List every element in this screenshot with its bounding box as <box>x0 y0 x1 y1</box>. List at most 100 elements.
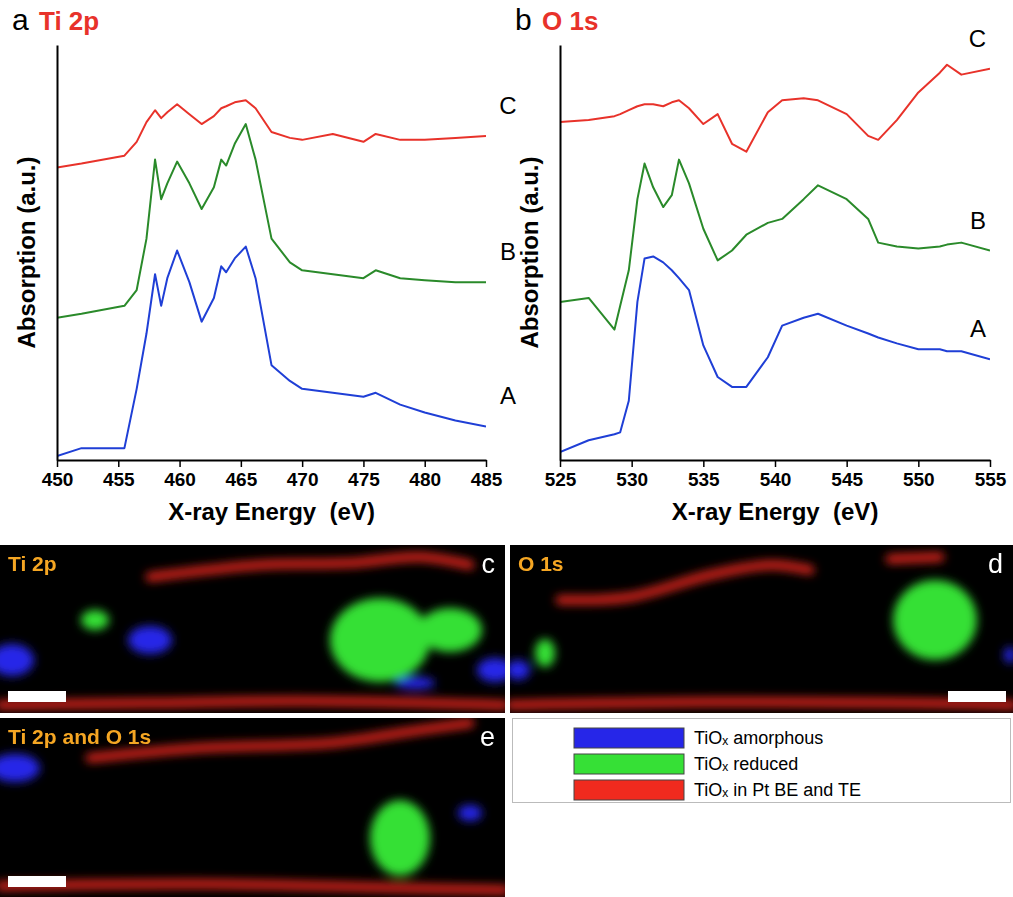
x-tick-mark <box>486 460 488 467</box>
map-legend: TiOₓ amorphousTiOₓ reducedTiOₓ in Pt BE … <box>513 719 1011 803</box>
x-tick-label: 465 <box>226 469 258 490</box>
x-tick: 455 <box>103 460 135 490</box>
map-region <box>477 658 505 682</box>
spectrum-line <box>57 100 486 167</box>
x-tick-mark <box>703 460 705 467</box>
curve-label: C <box>969 25 986 52</box>
x-tick: 530 <box>616 460 648 490</box>
map-region <box>535 639 555 667</box>
x-tick-mark <box>179 460 181 467</box>
map-region <box>890 557 940 559</box>
x-tick-mark <box>118 460 120 467</box>
y-axis <box>560 46 561 461</box>
x-tick-label: 450 <box>42 469 74 490</box>
map-region <box>1004 647 1013 663</box>
x-tick: 550 <box>903 460 935 490</box>
map-title: Ti 2p and O 1s <box>8 725 151 748</box>
x-tick-label: 550 <box>903 469 935 490</box>
scale-bar <box>948 691 1006 702</box>
map-region <box>510 702 1013 705</box>
x-tick-mark <box>241 460 243 467</box>
scale-bar <box>8 876 66 887</box>
x-tick: 540 <box>760 460 792 490</box>
spectrum-line <box>560 160 990 330</box>
panel-title: O 1s <box>542 6 598 36</box>
y-axis-title: Absorption (a.u.) <box>13 157 40 349</box>
curve-label: A <box>500 382 516 409</box>
x-tick: 545 <box>831 460 863 490</box>
map-background <box>0 718 505 897</box>
x-tick-label: 460 <box>164 469 196 490</box>
x-tick: 480 <box>409 460 441 490</box>
scale-bar <box>8 691 66 702</box>
x-axis: 525530535540545550555 <box>545 460 1007 490</box>
map-region <box>418 608 482 652</box>
x-axis-line <box>58 460 487 462</box>
x-tick-label: 470 <box>287 469 319 490</box>
map-region <box>458 805 482 821</box>
x-tick-label: 475 <box>348 469 380 490</box>
x-tick-mark <box>846 460 848 467</box>
x-tick-label: 535 <box>688 469 720 490</box>
x-tick-label: 525 <box>545 469 577 490</box>
x-tick: 535 <box>688 460 720 490</box>
x-tick-mark <box>302 460 304 467</box>
legend-label: TiOₓ reduced <box>694 754 798 774</box>
x-tick: 470 <box>287 460 319 490</box>
panel-letter: b <box>515 3 532 36</box>
x-tick-label: 485 <box>471 469 503 490</box>
legend-frame <box>513 719 1011 803</box>
y-axis-line <box>57 46 59 461</box>
x-axis-title: X-ray Energy (eV) <box>672 498 879 525</box>
map-panel: Ti 2p c <box>0 545 513 713</box>
x-tick: 460 <box>164 460 196 490</box>
map-letter: c <box>482 549 496 579</box>
curve-label: B <box>970 207 986 234</box>
map-region <box>0 884 505 890</box>
map-letter: e <box>480 722 495 752</box>
spectrum-line <box>57 124 486 318</box>
legend-swatch <box>574 780 684 800</box>
map-region <box>330 598 430 682</box>
map-region <box>150 557 470 577</box>
map-background <box>0 545 505 713</box>
map-panel: O 1s d <box>506 545 1013 713</box>
map-region <box>0 644 34 676</box>
spectrum-panel: 450 455 460 465 470 475 480 485 X-ray Energy (eV… <box>12 3 517 525</box>
plot-area <box>57 100 486 456</box>
y-axis-title: Absorption (a.u.) <box>516 157 543 349</box>
panel-title: Ti 2p <box>39 6 99 36</box>
x-tick-label: 545 <box>831 469 863 490</box>
map-region <box>81 610 109 630</box>
x-tick-mark <box>363 460 365 467</box>
spectrum-panel: 525530535540545550555X-ray Energy (eV)Ab… <box>515 3 1007 525</box>
x-tick-mark <box>57 460 59 467</box>
x-tick-mark <box>424 460 426 467</box>
map-region <box>560 565 810 600</box>
curve-label: B <box>500 238 516 265</box>
legend-swatch <box>574 728 684 748</box>
y-axis-line <box>560 46 562 461</box>
x-axis-title: X-ray Energy (eV) <box>168 498 375 525</box>
x-axis: 450 455 460 465 470 475 480 485 <box>42 460 503 490</box>
map-region <box>510 660 530 680</box>
curve-label: A <box>970 315 986 342</box>
curve-label: C <box>499 92 516 119</box>
x-tick-mark <box>631 460 633 467</box>
map-title: Ti 2p <box>8 552 57 575</box>
spectrum-line <box>560 65 990 152</box>
spectrum-line <box>57 247 486 456</box>
legend-label: TiOₓ in Pt BE and TE <box>694 780 861 800</box>
map-region <box>128 626 172 654</box>
x-tick: 450 <box>42 460 74 490</box>
x-tick-label: 540 <box>760 469 792 490</box>
map-region <box>370 800 430 876</box>
map-image <box>0 723 505 890</box>
x-tick-mark <box>560 460 562 467</box>
y-axis <box>57 46 58 461</box>
map-letter: d <box>988 549 1003 579</box>
x-tick-label: 530 <box>616 469 648 490</box>
x-tick: 525 <box>545 460 577 490</box>
map-title: O 1s <box>518 552 564 575</box>
x-tick-mark <box>775 460 777 467</box>
